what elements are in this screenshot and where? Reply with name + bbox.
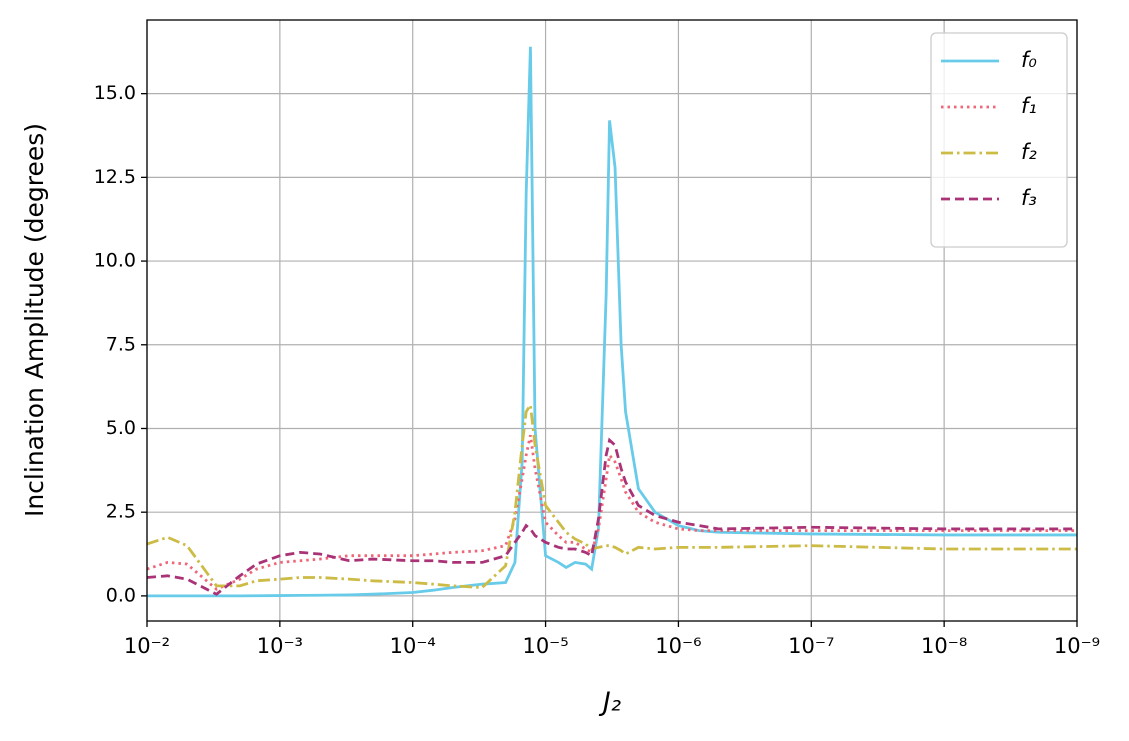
y-tick-label: 0.0 — [106, 584, 136, 606]
x-tick-label: 10⁻⁴ — [390, 634, 436, 658]
y-tick-label: 5.0 — [106, 417, 136, 439]
x-tick-label: 10⁻⁹ — [1054, 634, 1100, 658]
y-tick-label: 15.0 — [94, 82, 136, 104]
series-line — [147, 400, 1077, 589]
legend-label: f₀ — [1021, 48, 1037, 72]
y-tick-label: 12.5 — [94, 166, 136, 188]
x-tick-label: 10⁻⁶ — [655, 634, 701, 658]
legend-label: f₁ — [1021, 94, 1037, 118]
x-tick-label: 10⁻⁸ — [921, 634, 967, 658]
plot-frame — [146, 19, 1078, 622]
legend-box — [930, 32, 1068, 248]
y-tick-label: 7.5 — [106, 333, 136, 355]
legend-label: f₃ — [1021, 186, 1037, 210]
x-axis-label: J₂ — [598, 688, 621, 718]
x-tick-label: 10⁻² — [124, 634, 170, 658]
y-tick-label: 10.0 — [94, 250, 136, 272]
x-tick-label: 10⁻⁷ — [788, 634, 834, 658]
series-line — [147, 434, 1077, 591]
y-axis-label: Inclination Amplitude (degrees) — [20, 123, 49, 517]
y-tick-label: 2.5 — [106, 501, 136, 523]
x-tick-label: 10⁻³ — [257, 634, 303, 658]
series-line — [147, 46, 1077, 598]
legend-label: f₂ — [1021, 140, 1037, 164]
series-line — [147, 437, 1077, 596]
x-tick-label: 10⁻⁵ — [522, 634, 568, 658]
